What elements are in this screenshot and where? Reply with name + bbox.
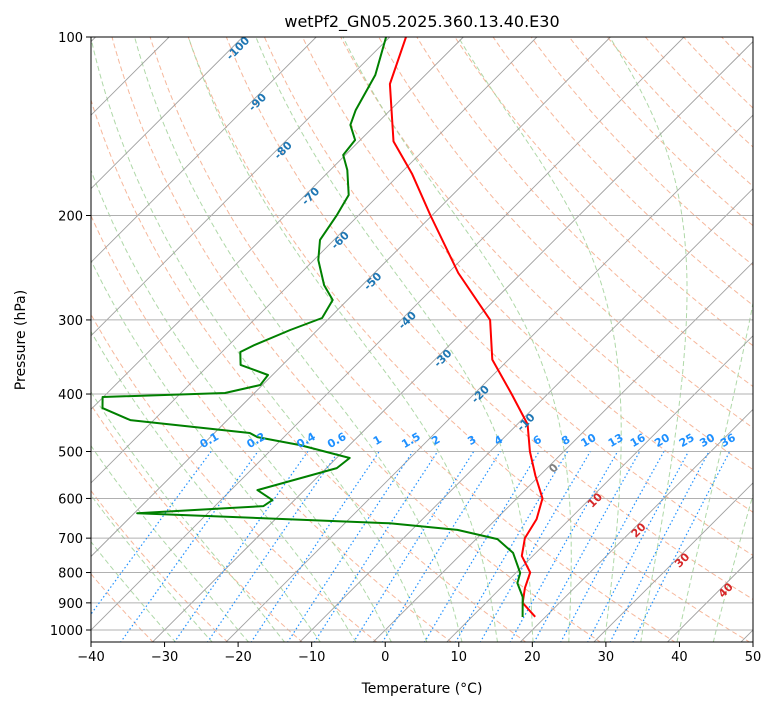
- moist-adiabat: [677, 37, 775, 643]
- moist-adiabat: [22, 37, 356, 643]
- mixing-ratio-label: 36: [718, 431, 738, 450]
- moist-adiabat: [188, 37, 497, 643]
- dry-adiabat: [0, 35, 79, 643]
- chart-title: wetPf2_GN05.2025.360.13.40.E30: [284, 12, 559, 32]
- y-tick-label: 900: [58, 597, 83, 612]
- mixing-ratio-line: [534, 452, 640, 643]
- moist-adiabat: [0, 37, 213, 643]
- mixing-ratio-label: 1: [371, 433, 384, 448]
- mixing-ratio-line: [561, 452, 664, 643]
- dry-adiabat: [226, 35, 775, 643]
- y-tick-label: 600: [58, 492, 83, 507]
- y-axis-label: Pressure (hPa): [13, 290, 29, 390]
- isotherm-label: -80: [272, 138, 295, 161]
- isotherm-line: [520, 37, 775, 643]
- isotherm-label: -60: [329, 228, 352, 251]
- dry-adiabat: [644, 35, 775, 643]
- dry-adiabat: [0, 35, 303, 643]
- y-tick-label: 1000: [50, 624, 83, 639]
- mixing-ratio-label: 3: [465, 433, 478, 448]
- y-tick-label: 700: [58, 532, 83, 547]
- isotherm-line: [0, 37, 243, 643]
- mixing-ratio-label: 16: [628, 431, 648, 450]
- isotherm-line: [0, 37, 463, 643]
- mixing-ratio-label: 30: [697, 431, 717, 450]
- mixing-ratio-label: 8: [559, 433, 572, 448]
- mixing-ratio-line: [353, 452, 473, 643]
- y-tick-label: 300: [58, 314, 83, 329]
- isotherm-label: -100: [224, 34, 253, 63]
- background-lines: [0, 35, 775, 643]
- y-tick-label: 500: [58, 445, 83, 460]
- dry-adiabat: [682, 35, 775, 643]
- mixing-ratio-label: 0.1: [198, 430, 221, 451]
- isotherm-label: -70: [299, 184, 322, 207]
- isotherm-label: 40: [716, 580, 736, 600]
- x-tick-label: 10: [451, 650, 468, 665]
- dry-adiabat: [0, 35, 228, 643]
- moist-adiabat: [91, 37, 427, 643]
- isotherm-label: 0: [546, 461, 561, 476]
- dry-adiabat: [264, 35, 775, 643]
- dry-adiabat: [492, 35, 775, 643]
- isotherm-line: [152, 37, 758, 643]
- moist-adiabat: [458, 37, 621, 643]
- mixing-ratio-label: 25: [677, 431, 697, 450]
- x-tick-label: 30: [598, 650, 615, 665]
- y-tick-label: 800: [58, 567, 83, 582]
- dewpoint-profile-line: [103, 37, 523, 617]
- mixing-ratio-label: 0.4: [294, 430, 318, 451]
- dry-adiabat: [758, 35, 775, 643]
- mixing-ratio-line: [207, 452, 338, 643]
- moist-adiabat: [54, 37, 392, 643]
- mixing-ratio-label: 4: [492, 433, 505, 448]
- mixing-ratio-line: [610, 452, 709, 643]
- x-tick-label: 50: [745, 650, 762, 665]
- isotherm-line: [373, 37, 775, 643]
- plot-frame: [91, 37, 753, 642]
- dry-adiabat: [73, 35, 526, 643]
- isotherm-label: 10: [585, 490, 605, 510]
- isotherm-label: -50: [361, 269, 384, 292]
- dry-adiabat: [530, 35, 775, 643]
- dry-adiabat: [111, 35, 601, 643]
- y-tick-label: 200: [58, 210, 83, 225]
- mixing-ratio-label: 13: [606, 431, 626, 450]
- x-tick-label: −20: [224, 650, 251, 665]
- isotherm-label: 30: [672, 550, 692, 570]
- dry-adiabat: [149, 35, 675, 643]
- x-tick-label: −10: [298, 650, 325, 665]
- y-tick-label: 100: [58, 31, 83, 46]
- mixing-ratio-line: [314, 452, 438, 643]
- x-axis-label: Temperature (°C): [361, 681, 483, 697]
- mixing-ratio-line: [510, 452, 618, 643]
- x-tick-label: 0: [381, 650, 389, 665]
- isotherm-label: -90: [246, 90, 269, 113]
- dry-adiabat: [378, 35, 775, 643]
- mixing-ratio-label: 2: [429, 433, 442, 448]
- isotherm-label: 20: [629, 520, 649, 540]
- moist-adiabat: [713, 37, 775, 643]
- x-tick-label: −40: [77, 650, 104, 665]
- isotherm-label: -10: [514, 410, 537, 433]
- x-tick-label: 40: [671, 650, 688, 665]
- isotherm-line: [0, 37, 390, 643]
- isotherm-line: [78, 37, 684, 643]
- x-tick-label: 20: [524, 650, 541, 665]
- dry-adiabat: [340, 35, 775, 643]
- y-tick-label: 400: [58, 388, 83, 403]
- mixing-ratio-label: 0.6: [325, 430, 349, 451]
- x-tick-label: −30: [151, 650, 178, 665]
- mixing-ratio-label: 1.5: [399, 430, 422, 451]
- mixing-ratio-label: 6: [531, 433, 544, 448]
- dry-adiabat: [0, 35, 377, 643]
- isotherm-label: -40: [396, 308, 419, 331]
